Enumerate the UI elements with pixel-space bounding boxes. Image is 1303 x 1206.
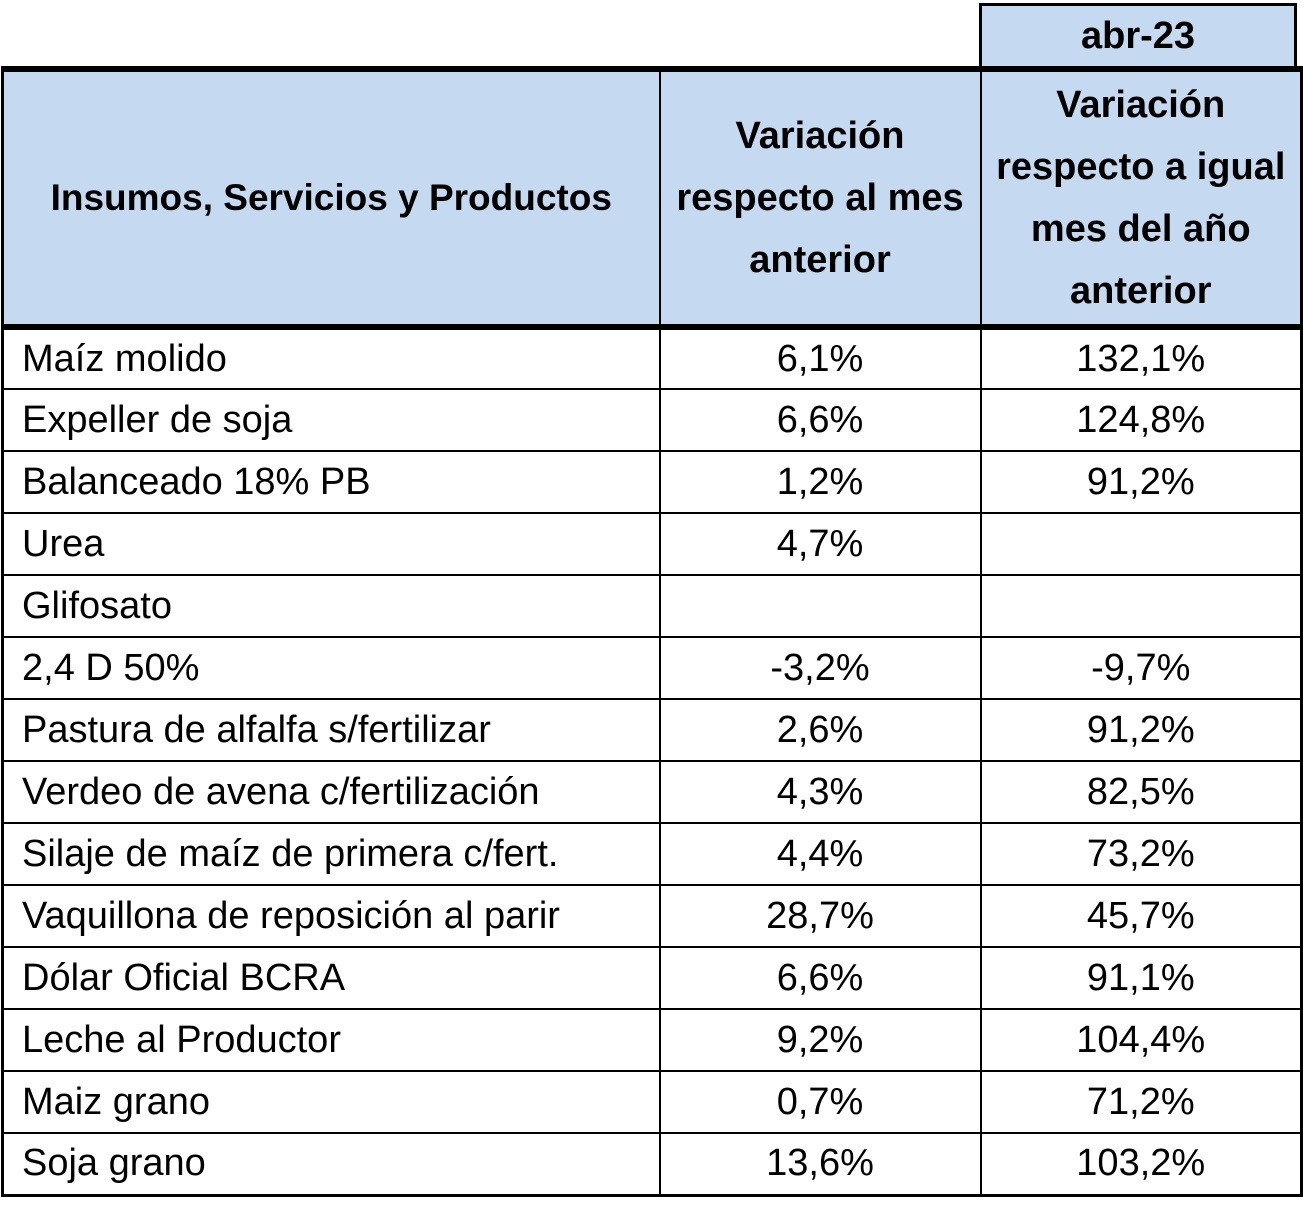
item-name-cell: 2,4 D 50% (1, 636, 661, 700)
item-name-cell: Balanceado 18% PB (1, 450, 661, 514)
yearly-variation-cell: 91,2% (979, 698, 1303, 762)
yearly-variation-cell: 82,5% (979, 760, 1303, 824)
monthly-variation-cell: 1,2% (658, 450, 982, 514)
yearly-variation-cell: 91,2% (979, 450, 1303, 514)
table-row: Dólar Oficial BCRA 6,6% 91,1% (1, 946, 1303, 1010)
table-row: Pastura de alfalfa s/fertilizar 2,6% 91,2% (1, 698, 1303, 762)
item-name-cell: Verdeo de avena c/fertilización (1, 760, 661, 824)
item-name-cell: Vaquillona de reposición al parir (1, 884, 661, 948)
table-row: Verdeo de avena c/fertilización 4,3% 82,5% (1, 760, 1303, 824)
item-name-cell: Urea (1, 512, 661, 576)
table-row: Vaquillona de reposición al parir 28,7% 45… (1, 884, 1303, 948)
item-name-cell: Expeller de soja (1, 388, 661, 452)
yearly-variation-cell: 71,2% (979, 1070, 1303, 1134)
yearly-variation-cell (979, 574, 1303, 638)
price-variation-table: Insumos, Servicios y Productos Variación… (1, 66, 1303, 1197)
table-row: Leche al Productor 9,2% 104,4% (1, 1008, 1303, 1072)
item-name-cell: Maíz molido (1, 326, 661, 390)
item-name-cell: Glifosato (1, 574, 661, 638)
header-yearly-variation: Variación respecto a igual mes del año a… (979, 66, 1303, 330)
header-row: Insumos, Servicios y Productos Variación… (1, 66, 1303, 330)
yearly-variation-cell: 45,7% (979, 884, 1303, 948)
yearly-variation-cell: -9,7% (979, 636, 1303, 700)
yearly-variation-cell: 91,1% (979, 946, 1303, 1010)
monthly-variation-cell (658, 574, 982, 638)
monthly-variation-cell: 6,1% (658, 326, 982, 390)
table-row: Silaje de maíz de primera c/fert. 4,4% 73,… (1, 822, 1303, 886)
yearly-variation-cell: 73,2% (979, 822, 1303, 886)
table-row: 2,4 D 50% -3,2% -9,7% (1, 636, 1303, 700)
yearly-variation-cell: 103,2% (979, 1132, 1303, 1197)
table-row: Soja grano 13,6% 103,2% (1, 1132, 1303, 1197)
table-body: Maíz molido 6,1% 132,1% Expeller de soja 6,6… (1, 326, 1303, 1197)
period-label: abr-23 (979, 3, 1297, 67)
monthly-variation-cell: 13,6% (658, 1132, 982, 1197)
item-name-cell: Dólar Oficial BCRA (1, 946, 661, 1010)
monthly-variation-cell: 4,7% (658, 512, 982, 576)
monthly-variation-cell: -3,2% (658, 636, 982, 700)
item-name-cell: Leche al Productor (1, 1008, 661, 1072)
monthly-variation-cell: 28,7% (658, 884, 982, 948)
header-monthly-variation: Variación respecto al mes anterior (658, 66, 982, 330)
table-row: Balanceado 18% PB 1,2% 91,2% (1, 450, 1303, 514)
table-row: Expeller de soja 6,6% 124,8% (1, 388, 1303, 452)
yearly-variation-cell: 104,4% (979, 1008, 1303, 1072)
monthly-variation-cell: 4,3% (658, 760, 982, 824)
monthly-variation-cell: 0,7% (658, 1070, 982, 1134)
monthly-variation-cell: 4,4% (658, 822, 982, 886)
item-name-cell: Pastura de alfalfa s/fertilizar (1, 698, 661, 762)
table-row: Urea 4,7% (1, 512, 1303, 576)
item-name-cell: Maiz grano (1, 1070, 661, 1134)
item-name-cell: Soja grano (1, 1132, 661, 1197)
yearly-variation-cell (979, 512, 1303, 576)
monthly-variation-cell: 2,6% (658, 698, 982, 762)
table-row: Glifosato (1, 574, 1303, 638)
table-row: Maiz grano 0,7% 71,2% (1, 1070, 1303, 1134)
monthly-variation-cell: 6,6% (658, 388, 982, 452)
item-name-cell: Silaje de maíz de primera c/fert. (1, 822, 661, 886)
table-row: Maíz molido 6,1% 132,1% (1, 326, 1303, 390)
monthly-variation-cell: 9,2% (658, 1008, 982, 1072)
yearly-variation-cell: 132,1% (979, 326, 1303, 390)
monthly-variation-cell: 6,6% (658, 946, 982, 1010)
yearly-variation-cell: 124,8% (979, 388, 1303, 452)
header-item: Insumos, Servicios y Productos (1, 66, 661, 330)
